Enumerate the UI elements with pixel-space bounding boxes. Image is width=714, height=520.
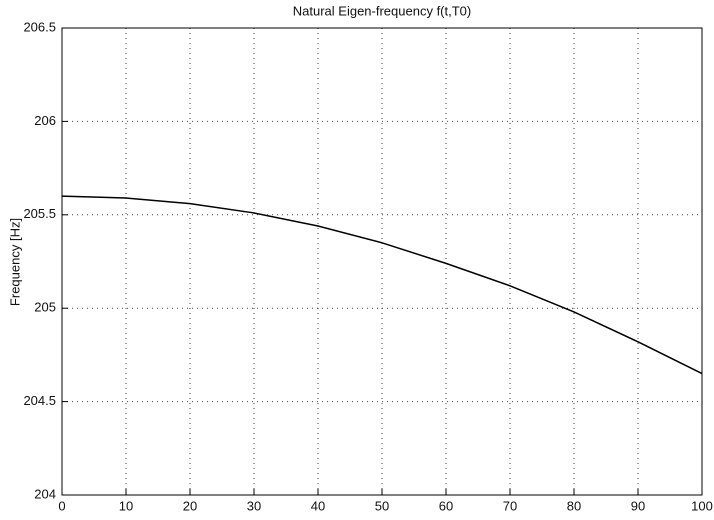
y-axis-label: Frequency [Hz] (7, 218, 22, 306)
y-tick-label: 205 (34, 300, 56, 315)
y-tick-label: 204.5 (23, 393, 56, 408)
y-tick-label: 206 (34, 113, 56, 128)
chart-title: Natural Eigen-frequency f(t,T0) (293, 3, 471, 18)
y-tick-label: 205.5 (23, 206, 56, 221)
x-tick-label: 60 (439, 498, 453, 513)
x-tick-label: 70 (503, 498, 517, 513)
plot-frame (61, 27, 703, 496)
x-tick-label: 20 (183, 498, 197, 513)
y-tick-label: 204 (34, 486, 56, 501)
x-tick-label: 0 (58, 498, 65, 513)
x-tick-label: 80 (567, 498, 581, 513)
x-tick-label: 30 (247, 498, 261, 513)
y-tick-label: 206.5 (23, 19, 56, 34)
x-tick-label: 50 (375, 498, 389, 513)
x-tick-label: 100 (691, 498, 713, 513)
x-tick-label: 40 (311, 498, 325, 513)
line (61, 195, 703, 375)
x-tick-label: 90 (631, 498, 645, 513)
x-tick-label: 10 (119, 498, 133, 513)
